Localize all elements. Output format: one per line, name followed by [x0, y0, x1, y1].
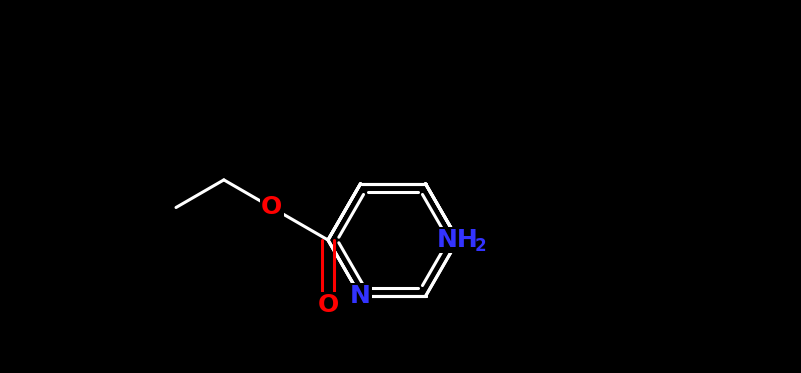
Text: 2: 2: [474, 237, 486, 255]
Text: O: O: [261, 195, 282, 219]
Text: O: O: [317, 293, 339, 317]
Text: NH: NH: [437, 228, 479, 252]
Text: N: N: [350, 284, 371, 308]
